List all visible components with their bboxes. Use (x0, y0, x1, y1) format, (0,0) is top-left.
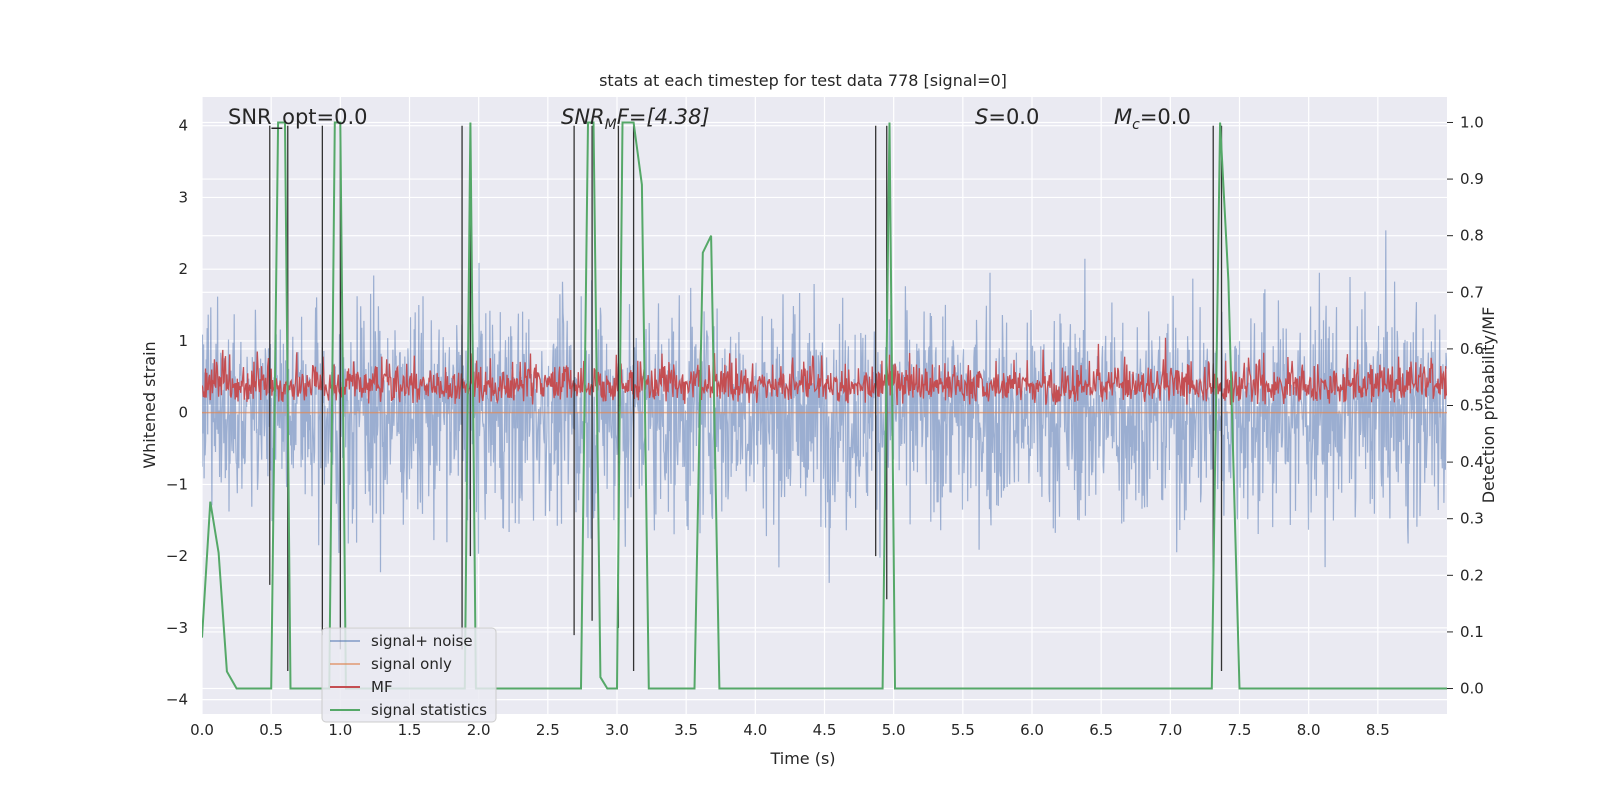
y-right-tick-label: 0.0 (1460, 680, 1484, 698)
y-right-tick-label: 0.2 (1460, 566, 1484, 584)
x-tick-label: 2.5 (536, 721, 560, 739)
legend-box (321, 627, 497, 723)
x-tick-label: 4.5 (813, 721, 837, 739)
signal-statistics-series (202, 121, 1447, 690)
y-right-tick-label: 0.8 (1460, 227, 1484, 245)
x-tick-label: 6.0 (1020, 721, 1044, 739)
x-tick-label: 3.5 (674, 721, 698, 739)
mf-line (202, 337, 1447, 406)
s-annotation: S=0.0 (975, 105, 1039, 129)
x-tick-label: 1.0 (328, 721, 352, 739)
x-axis-label: Time (s) (769, 749, 835, 768)
y-right-tick-label: 0.3 (1460, 510, 1484, 528)
y-right-tick-label: 1.0 (1460, 113, 1484, 131)
y-tick-label: −4 (166, 691, 188, 709)
y-tick-label: 4 (178, 117, 188, 135)
y-right-axis-label: Detection probability/MF (1479, 307, 1498, 504)
mc-annotation: Mc=0.0 (1114, 105, 1191, 133)
x-tick-label: 0.0 (190, 721, 214, 739)
x-tick-label: 6.5 (1089, 721, 1113, 739)
x-tick-label: 8.5 (1366, 721, 1390, 739)
y-right-tick-label: 0.6 (1460, 340, 1484, 358)
event-markers (269, 125, 1223, 671)
x-tick-label: 5.5 (951, 721, 975, 739)
mf-series (202, 337, 1447, 406)
y-tick-label: −1 (166, 475, 188, 493)
y-right-axis-ticks: 1.0 0.9 0.8 0.7 0.6 0.5 0.4 0.3 0.2 0.1 0.0 (1447, 113, 1484, 698)
y-right-tick-label: 0.4 (1460, 453, 1484, 471)
x-tick-label: 4.0 (743, 721, 767, 739)
legend-label-signal-statistics: signal statistics (371, 701, 487, 719)
x-axis-ticks: 0.0 0.5 1.0 1.5 2.0 2.5 3.0 3.5 4.0 4.5 5.0 5.5 6.0 6… (190, 721, 1390, 739)
x-tick-label: 2.0 (467, 721, 491, 739)
x-tick-label: 1.5 (398, 721, 422, 739)
signal-statistics-line (202, 121, 1447, 690)
chart-title: stats at each timestep for test data 778… (599, 71, 1007, 90)
x-tick-label: 7.5 (1228, 721, 1252, 739)
y-tick-label: 2 (178, 260, 188, 278)
y-tick-label: 3 (178, 188, 188, 206)
y-tick-label: 1 (178, 332, 188, 350)
legend-label-signal-noise: signal+ noise (371, 632, 473, 650)
snr-mf-annotation: SNRMF=[4.38] (561, 105, 710, 133)
x-tick-label: 0.5 (259, 721, 283, 739)
legend: signal+ noise signal only MF signal stat… (321, 627, 497, 723)
snr-opt-annotation: SNR_opt=0.0 (228, 105, 368, 130)
x-tick-label: 7.0 (1158, 721, 1182, 739)
y-right-tick-label: 0.9 (1460, 170, 1484, 188)
y-tick-label: 0 (178, 404, 188, 422)
legend-label-mf: MF (371, 678, 393, 696)
y-tick-label: −2 (166, 547, 188, 565)
x-tick-label: 5.0 (882, 721, 906, 739)
x-tick-label: 8.0 (1297, 721, 1321, 739)
y-right-tick-label: 0.5 (1460, 397, 1484, 415)
y-axis-ticks: 4 3 2 1 0 −1 −2 −3 −4 (166, 117, 188, 709)
x-tick-label: 3.0 (605, 721, 629, 739)
y-right-tick-label: 0.7 (1460, 283, 1484, 301)
y-axis-label: Whitened strain (140, 341, 159, 468)
y-tick-label: −3 (166, 619, 188, 637)
y-right-tick-label: 0.1 (1460, 623, 1484, 641)
legend-label-signal-only: signal only (371, 655, 452, 673)
